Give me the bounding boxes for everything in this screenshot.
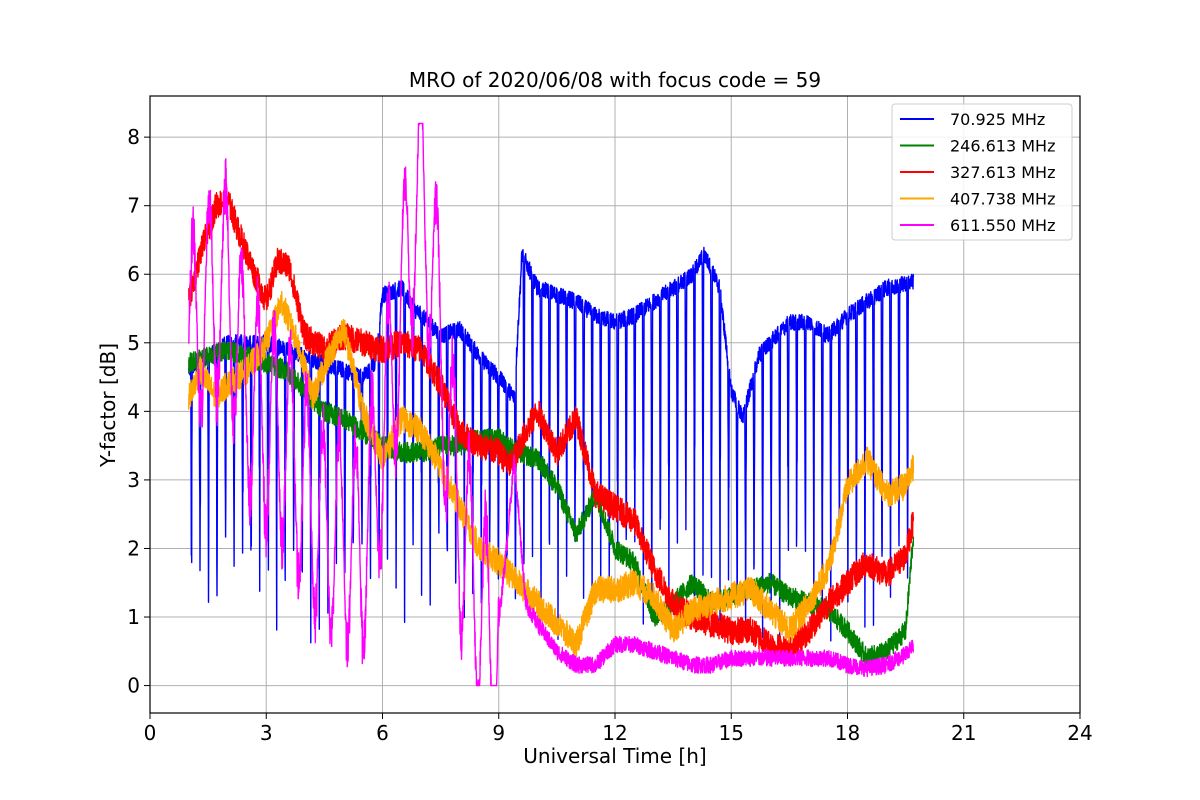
x-tick-label: 9 [492,721,505,745]
x-tick-label: 0 [144,721,157,745]
y-tick-label: 0 [127,674,140,698]
x-tick-label: 6 [376,721,389,745]
series-line-3 [188,290,915,658]
legend-label: 611.550 MHz [950,216,1055,235]
y-tick-label: 1 [127,605,140,629]
x-tick-label: 12 [602,721,627,745]
x-tick-label: 15 [719,721,744,745]
series-line-4 [188,122,915,687]
legend-label: 70.925 MHz [950,110,1045,129]
legend-label: 407.738 MHz [950,190,1055,209]
y-tick-label: 8 [127,125,140,149]
series-line-0 [188,246,915,644]
x-tick-label: 21 [951,721,976,745]
legend-box [891,103,1073,241]
x-tick-label: 24 [1067,721,1092,745]
y-tick-label: 7 [127,194,140,218]
y-tick-label: 3 [127,468,140,492]
y-tick-label: 4 [127,399,140,423]
x-tick-label: 18 [835,721,860,745]
series-layer [188,122,915,687]
legend-label: 246.613 MHz [950,137,1055,156]
y-tick-label: 2 [127,536,140,560]
y-tick-label: 6 [127,262,140,286]
legend-label: 327.613 MHz [950,163,1055,182]
chart-title: MRO of 2020/06/08 with focus code = 59 [409,68,821,92]
x-tick-label: 3 [260,721,273,745]
legend: 70.925 MHz 246.613 MHz 327.613 MHz 407.738 … [891,103,1073,241]
y-tick-label: 5 [127,331,140,355]
y-axis-label: Y-factor [dB] [96,343,120,468]
x-axis-label: Universal Time [h] [523,744,706,768]
